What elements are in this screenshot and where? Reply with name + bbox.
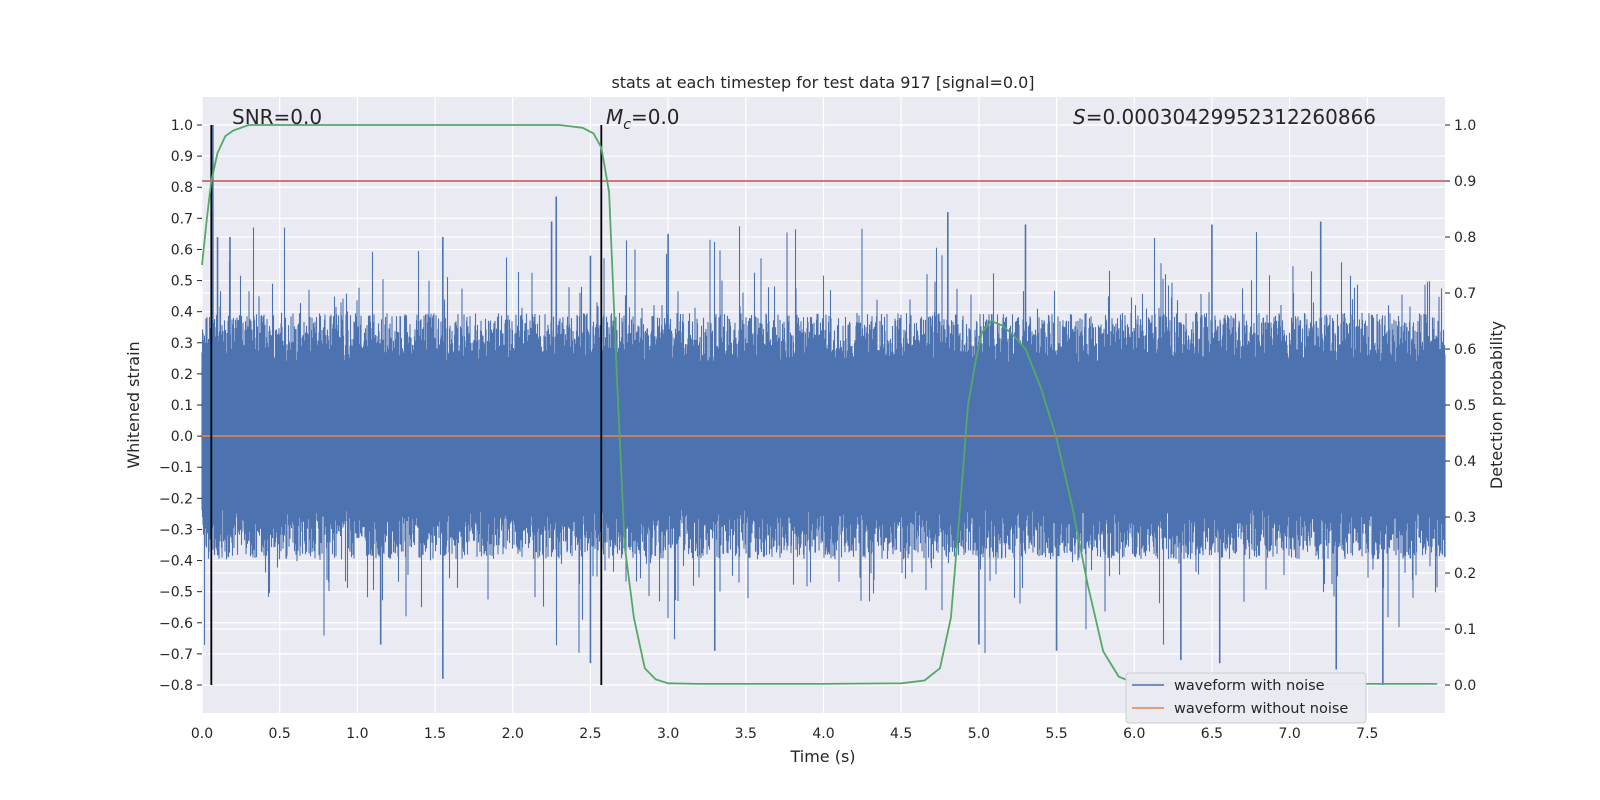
legend: waveform with noise waveform without noi… [1125, 672, 1367, 724]
y-tick-label-left: 0.0 [171, 429, 193, 445]
y-tick-label-right: 0.8 [1454, 230, 1476, 246]
x-tick-label: 0.0 [191, 726, 213, 742]
x-tick-label: 6.5 [1201, 726, 1223, 742]
x-tick-label: 6.0 [1123, 726, 1145, 742]
y-tick-label-left: −0.3 [159, 522, 193, 538]
x-axis-label: Time (s) [789, 747, 855, 766]
y-tick-label-left: 0.6 [171, 242, 193, 258]
y-tick-label-left: 0.9 [171, 149, 193, 165]
chirp-mass-annotation: Mc=0.0 [606, 105, 680, 133]
y-tick-label-left: 0.4 [171, 305, 193, 321]
y-tick-label-left: 0.2 [171, 367, 193, 383]
y-tick-label-left: 0.1 [171, 398, 193, 414]
y-axis-label-right: Detection probability [1487, 321, 1506, 489]
axes: 0.0 0.5 1.0 1.5 2.0 2.5 3.0 3.5 4.0 4.5 5.0 5.5 6.0 6… [159, 118, 1476, 742]
chart-title: stats at each timestep for test data 917… [611, 73, 1034, 92]
y-tick-label-right: 0.9 [1454, 174, 1476, 190]
x-tick-label: 4.0 [812, 726, 834, 742]
y-tick-label-left: 0.7 [171, 211, 193, 227]
x-tick-label: 3.0 [657, 726, 679, 742]
y-tick-label-right: 0.0 [1454, 678, 1476, 694]
y-tick-label-left: −0.5 [159, 585, 193, 601]
y-tick-label-left: 0.5 [171, 274, 193, 290]
x-tick-label: 1.5 [424, 726, 446, 742]
x-tick-label: 0.5 [269, 726, 291, 742]
legend-box [1125, 672, 1367, 724]
y-tick-label-left: 0.3 [171, 336, 193, 352]
x-tick-label: 7.0 [1278, 726, 1300, 742]
y-tick-label-right: 0.7 [1454, 286, 1476, 302]
y-tick-label-left: −0.6 [159, 616, 193, 632]
y-tick-label-right: 0.3 [1454, 510, 1476, 526]
x-tick-label: 7.5 [1356, 726, 1378, 742]
legend-label-noise: waveform with noise [1174, 678, 1325, 694]
y-tick-label-left: −0.1 [159, 460, 193, 476]
x-tick-label: 1.0 [346, 726, 368, 742]
x-tick-label: 5.0 [968, 726, 990, 742]
snr-annotation: SNR=0.0 [232, 105, 322, 129]
x-tick-label: 2.5 [579, 726, 601, 742]
y-axis-label-left: Whitened strain [124, 341, 143, 468]
series-detection-probability [201, 124, 1438, 685]
x-tick-label: 3.5 [735, 726, 757, 742]
y-tick-label-left: 0.8 [171, 180, 193, 196]
y-tick-label-right: 0.1 [1454, 622, 1476, 638]
y-tick-label-right: 0.5 [1454, 398, 1476, 414]
y-tick-label-right: 0.2 [1454, 566, 1476, 582]
y-tick-label-left: −0.8 [159, 678, 193, 694]
y-tick-label-right: 0.6 [1454, 342, 1476, 358]
y-tick-label-right: 1.0 [1454, 118, 1476, 134]
overlay-lines [201, 124, 1445, 685]
x-tick-label: 5.5 [1045, 726, 1067, 742]
x-tick-label: 2.0 [502, 726, 524, 742]
x-tick-label: 4.5 [890, 726, 912, 742]
y-tick-label-left: −0.4 [159, 554, 193, 570]
legend-label-clean: waveform without noise [1174, 701, 1348, 717]
y-tick-label-left: −0.7 [159, 647, 193, 663]
s-annotation: S=0.00030429952312260866 [1073, 105, 1376, 129]
y-tick-label-left: −0.2 [159, 491, 193, 507]
y-tick-label-left: 1.0 [171, 118, 193, 134]
y-tick-label-right: 0.4 [1454, 454, 1476, 470]
